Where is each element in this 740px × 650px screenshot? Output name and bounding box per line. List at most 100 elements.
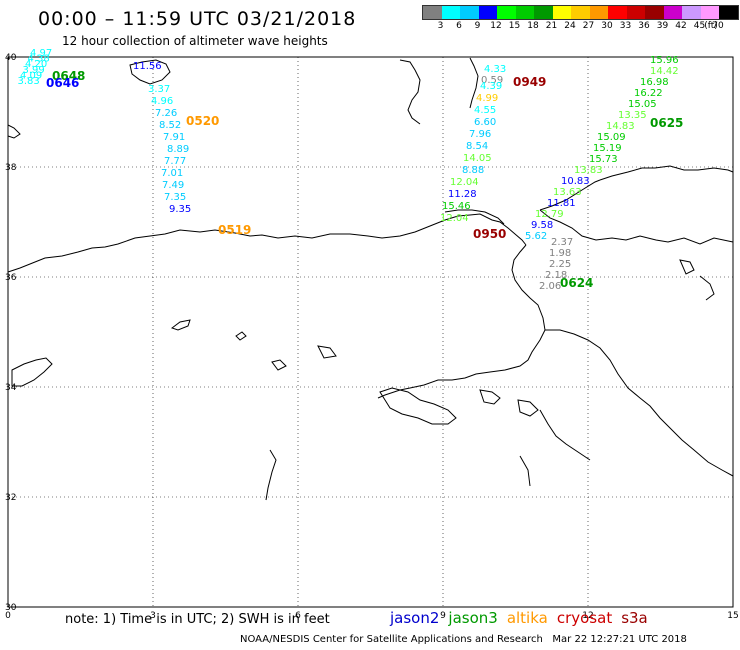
wave-height-label: 14.83 [606, 121, 635, 132]
pass-id-label: 0519 [218, 223, 251, 237]
legend-swatch [423, 6, 442, 19]
pass-id-label: 0520 [186, 114, 219, 128]
wave-height-label: 11.28 [448, 189, 477, 200]
legend-tick: 18 [527, 21, 539, 31]
pass-id-label: 0646 [46, 76, 79, 90]
map-subtitle: 12 hour collection of altimeter wave hei… [62, 34, 328, 48]
legend-tick: 70 [712, 21, 724, 31]
legend-tick: 27 [582, 21, 595, 31]
map-title: 00:00 – 11:59 UTC 03/21/2018 [38, 8, 357, 30]
track-0648: 4.974.384.203.994.093.83 0648 [18, 48, 86, 87]
satellite-legend: jason2 jason3 altika cryosat s3a [390, 609, 657, 627]
wave-height-label: 15.96 [650, 55, 679, 66]
wave-height-label: 5.62 [525, 231, 547, 242]
wave-height-label: 4.99 [476, 93, 498, 104]
legend-tick: 45 [693, 21, 706, 31]
wave-height-label: 8.52 [159, 120, 181, 131]
satellite-cryosat: cryosat [556, 609, 613, 627]
wave-height-label: 7.96 [469, 129, 491, 140]
lon-tick-label: 12 [582, 611, 593, 621]
legend-tick: 15 [508, 21, 521, 31]
legend-tick: 21 [545, 21, 558, 31]
legend-swatch [626, 6, 645, 19]
wave-height-label: 1.98 [549, 248, 571, 259]
legend-swatch [682, 6, 701, 19]
wave-height-label: 2.37 [551, 237, 573, 248]
legend-tick: 12 [490, 21, 502, 31]
legend-color-bar [422, 5, 739, 20]
coastlines [7, 57, 734, 501]
wave-height-label: 9.58 [531, 220, 553, 231]
legend-swatch [515, 6, 534, 19]
satellite-jason2: jason2 [390, 609, 440, 627]
wave-height-label: 15.73 [589, 154, 618, 165]
wave-height-label: 15.05 [628, 99, 657, 110]
pass-id-label: 0950 [473, 227, 506, 241]
wave-height-label: 4.20 [25, 59, 47, 70]
wave-height-label: 9.35 [169, 204, 191, 215]
wave-height-label: 8.88 [462, 165, 484, 176]
credit-line: NOAA/NESDIS Center for Satellite Applica… [240, 634, 687, 645]
footer-note: note: 1) Time is in UTC; 2) SWH is in fe… [65, 612, 330, 627]
wave-height-label: 7.01 [161, 168, 183, 179]
legend-tick: 9 [474, 21, 481, 31]
legend-swatch [534, 6, 553, 19]
track-0646: 0646 [46, 76, 79, 90]
wave-height-label: 8.54 [466, 141, 488, 152]
wave-height-label: 14.42 [650, 66, 679, 77]
track-0949: 4.330.594.394.994.556.607.968.5414.058.8… [440, 64, 546, 224]
legend-swatch [478, 6, 497, 19]
satellite-altika: altika [506, 609, 548, 627]
lon-tick-label: 9 [440, 611, 446, 621]
pass-id-label: 0625 [650, 116, 683, 130]
pass-id-label: 0949 [513, 75, 546, 89]
pass-id-label: 0624 [560, 276, 593, 290]
wave-height-label: 4.33 [484, 64, 506, 75]
legend-swatch [460, 6, 479, 19]
legend-tick: 33 [619, 21, 632, 31]
wave-height-label: 7.77 [164, 156, 186, 167]
lat-tick-label: 40 [5, 53, 17, 63]
wave-height-label: 12.79 [535, 209, 564, 220]
wave-height-label: 15.46 [442, 201, 471, 212]
credit-timestamp: Mar 22 12:27:21 UTC 2018 [552, 634, 687, 645]
wave-height-label: 15.09 [597, 132, 626, 143]
wave-height-label: 11.56 [133, 61, 162, 72]
lat-tick-label: 34 [5, 383, 17, 393]
wave-height-label: 13.83 [574, 165, 603, 176]
wave-height-label: 7.35 [164, 192, 186, 203]
legend-tick: 3 [437, 21, 444, 31]
lat-tick-label: 38 [5, 163, 17, 173]
legend-tick-labels: (ft) 3 6 9 12 15 18 21 24 27 30 33 36 39 42 45 70 [422, 20, 732, 34]
lon-tick-label: 0 [5, 611, 11, 621]
wave-height-label: 13.35 [618, 110, 647, 121]
legend-swatch [608, 6, 627, 19]
wave-height-label: 4.97 [30, 48, 52, 59]
wave-height-label: 8.89 [167, 144, 189, 155]
wave-height-label: 3.99 [23, 65, 45, 76]
wave-height-label: 11.81 [547, 198, 576, 209]
legend-tick: 36 [638, 21, 650, 31]
legend-tick: 42 [675, 21, 687, 31]
track-0950: 0950 [473, 227, 506, 241]
wave-height-label: 16.22 [634, 88, 663, 99]
wave-height-label: 4.09 [20, 70, 42, 81]
legend-tick: 24 [564, 21, 576, 31]
legend-swatch [497, 6, 516, 19]
wave-height-label: 6.60 [474, 117, 496, 128]
track-0519: 0519 [218, 223, 251, 237]
lat-tick-label: 36 [5, 273, 17, 283]
legend-swatch [571, 6, 590, 19]
wave-height-label: 12.04 [440, 213, 469, 224]
wave-height-label: 15.19 [593, 143, 622, 154]
legend-tick: 6 [456, 21, 462, 31]
wave-height-label: 2.06 [539, 281, 561, 292]
lon-tick-label: 3 [150, 611, 156, 621]
wave-height-label: 14.05 [463, 153, 492, 164]
wave-height-label: 7.91 [163, 132, 185, 143]
legend-tick: 30 [601, 21, 613, 31]
wave-height-label: 7.49 [162, 180, 184, 191]
